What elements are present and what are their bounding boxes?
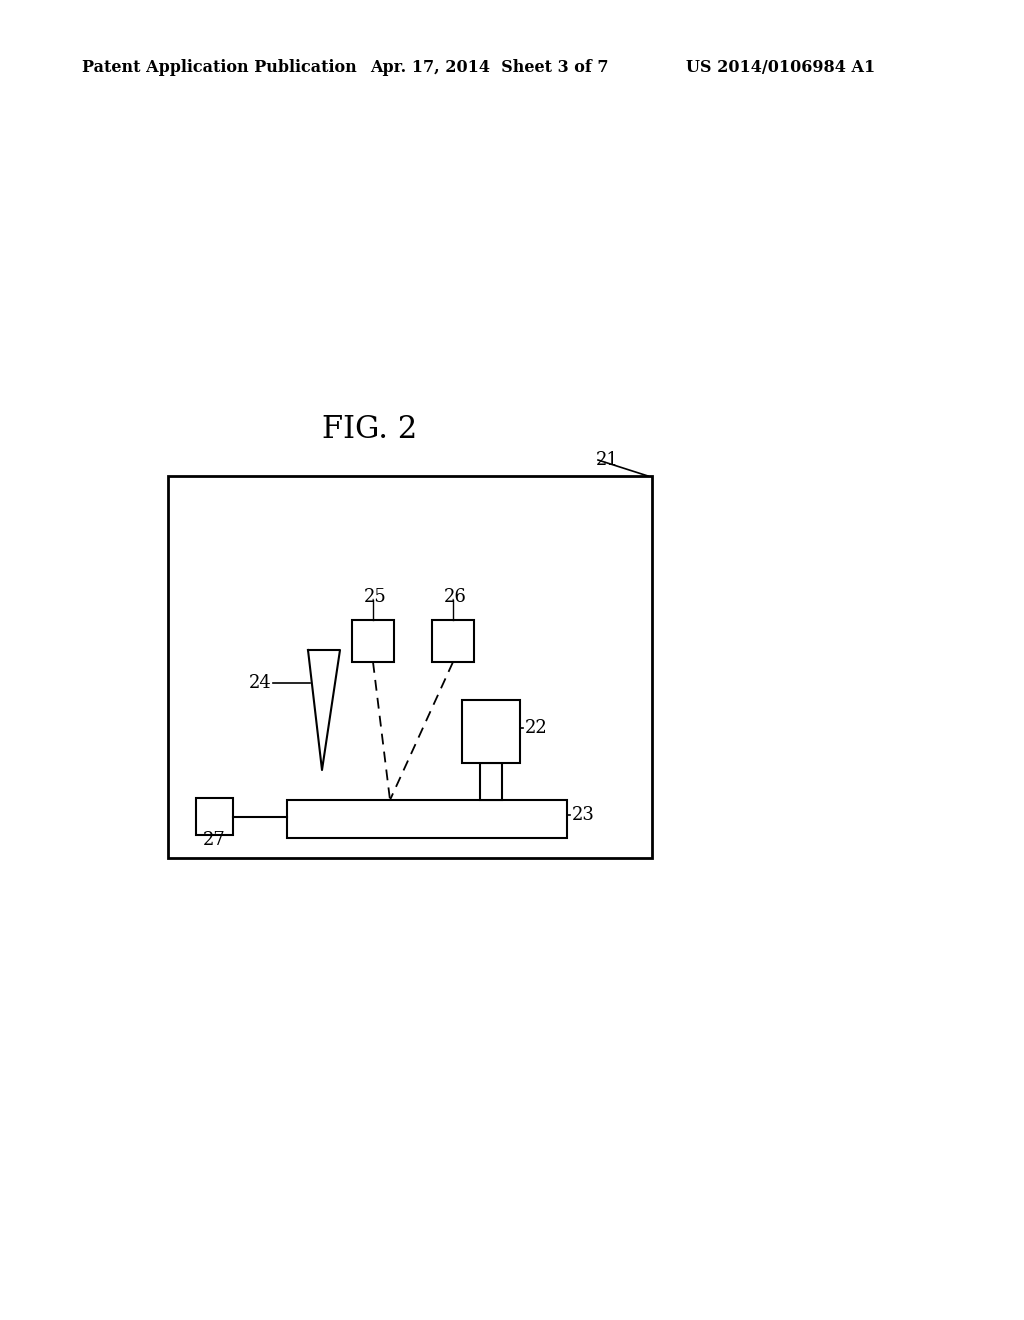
Text: FIG. 2: FIG. 2 <box>323 414 418 446</box>
Text: Patent Application Publication: Patent Application Publication <box>82 59 356 77</box>
Text: 27: 27 <box>203 832 225 849</box>
Bar <box>432 620 474 663</box>
Bar <box>352 620 394 663</box>
Text: US 2014/0106984 A1: US 2014/0106984 A1 <box>686 59 876 77</box>
Text: 21: 21 <box>596 451 618 469</box>
Text: 22: 22 <box>525 719 548 737</box>
Bar <box>462 700 520 763</box>
Text: 25: 25 <box>364 587 386 606</box>
Text: 24: 24 <box>249 675 272 692</box>
Bar <box>196 799 233 836</box>
Text: Apr. 17, 2014  Sheet 3 of 7: Apr. 17, 2014 Sheet 3 of 7 <box>370 59 608 77</box>
Bar <box>480 763 502 800</box>
Text: 26: 26 <box>443 587 467 606</box>
Bar <box>287 800 567 838</box>
Text: 23: 23 <box>572 807 595 824</box>
Bar <box>168 477 652 858</box>
